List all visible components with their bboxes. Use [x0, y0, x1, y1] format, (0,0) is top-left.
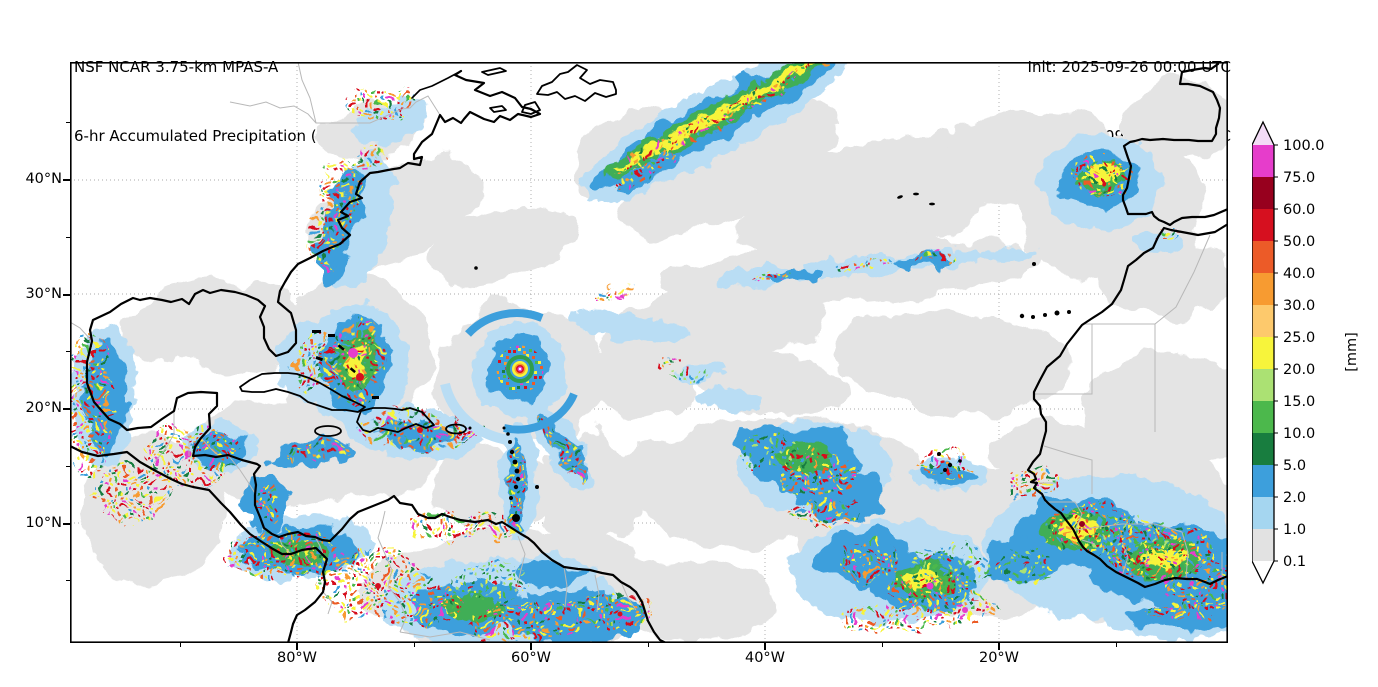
colorbar-segment	[1252, 305, 1274, 337]
colorbar-segment	[1252, 177, 1274, 209]
lat-minor-tick-mark	[66, 237, 70, 238]
lon-minor-tick-mark	[180, 643, 181, 647]
colorbar-svg: 100.0 75.0 60.0 50.0 40.0 30.0 25.0 20.0…	[1251, 120, 1325, 585]
colorbar-tick-label: 5.0	[1283, 458, 1306, 474]
colorbar-tick-label: 1.0	[1283, 522, 1306, 538]
country-borders	[70, 62, 1223, 641]
small-islands	[312, 192, 1071, 522]
coastlines	[70, 62, 1228, 643]
lat-minor-tick-mark	[66, 466, 70, 467]
colorbar-tick-label: 10.0	[1283, 426, 1315, 442]
lon-minor-tick-mark	[882, 643, 883, 647]
map-frame	[70, 62, 1228, 643]
lat-minor-tick-mark	[66, 351, 70, 352]
colorbar-segment	[1252, 465, 1274, 497]
lat-tick-label-40n: 40°N	[25, 171, 62, 187]
colorbar-segment	[1252, 529, 1274, 561]
lon-minor-tick-mark	[648, 643, 649, 647]
colorbar-tick-label: 20.0	[1283, 362, 1315, 378]
lon-tick-mark	[998, 643, 1000, 650]
colorbar-segment	[1252, 337, 1274, 369]
lat-tick-mark	[63, 408, 70, 410]
colorbar-segment	[1252, 145, 1274, 177]
colorbar-tick-label: 60.0	[1283, 202, 1315, 218]
lon-tick-mark	[764, 643, 766, 650]
colorbar-segment	[1252, 401, 1274, 433]
colorbar-segment	[1252, 433, 1274, 465]
lon-tick-label-60w: 60°W	[510, 650, 552, 666]
precip-map-svg	[70, 62, 1228, 643]
precip-shower-speckle-layer	[450, 367, 1170, 602]
colorbar-segment	[1252, 241, 1274, 273]
lon-tick-label-80w: 80°W	[276, 650, 318, 666]
map-figure	[70, 62, 1228, 643]
lon-minor-tick-mark	[1116, 643, 1117, 647]
colorbar-segment	[1252, 369, 1274, 401]
lat-tick-label-10n: 10°N	[25, 515, 62, 531]
colorbar-tick-label: 50.0	[1283, 234, 1315, 250]
lat-tick-label-20n: 20°N	[25, 400, 62, 416]
colorbar: 100.0 75.0 60.0 50.0 40.0 30.0 25.0 20.0…	[1251, 119, 1378, 589]
colorbar-segment	[1252, 497, 1274, 529]
colorbar-tick-label: 40.0	[1283, 266, 1315, 282]
colorbar-under-arrow	[1252, 561, 1274, 583]
islands	[239, 64, 617, 437]
lat-tick-mark	[63, 523, 70, 525]
precip-convective-speckle-layer	[70, 62, 1228, 642]
lat-minor-tick-mark	[66, 122, 70, 123]
colorbar-tick-label: 0.1	[1283, 554, 1306, 570]
lon-tick-label-40w: 40°W	[744, 650, 786, 666]
colorbar-tick-label: 100.0	[1283, 138, 1325, 154]
colorbar-tick-label: 15.0	[1283, 394, 1315, 410]
lon-tick-label-20w: 20°W	[978, 650, 1020, 666]
colorbar-tick-label: 30.0	[1283, 298, 1315, 314]
lon-minor-tick-mark	[414, 643, 415, 647]
colorbar-segment	[1252, 209, 1274, 241]
precip-extreme-cores	[184, 348, 1085, 617]
colorbar-tick-label: 25.0	[1283, 330, 1315, 346]
lon-tick-mark	[296, 643, 298, 650]
lat-minor-tick-mark	[66, 580, 70, 581]
colorbar-unit-label: [mm]	[1344, 332, 1360, 372]
lat-tick-mark	[63, 179, 70, 181]
colorbar-segment	[1252, 273, 1274, 305]
colorbar-over-arrow	[1252, 122, 1274, 145]
colorbar-tick-label: 2.0	[1283, 490, 1306, 506]
lat-tick-label-30n: 30°N	[25, 286, 62, 302]
lat-tick-mark	[63, 294, 70, 296]
colorbar-ticks	[1274, 144, 1278, 562]
lon-tick-mark	[530, 643, 532, 650]
colorbar-labels: 100.0 75.0 60.0 50.0 40.0 30.0 25.0 20.0…	[1283, 138, 1325, 570]
colorbar-tick-label: 75.0	[1283, 170, 1315, 186]
tropical-cyclone	[440, 309, 578, 445]
